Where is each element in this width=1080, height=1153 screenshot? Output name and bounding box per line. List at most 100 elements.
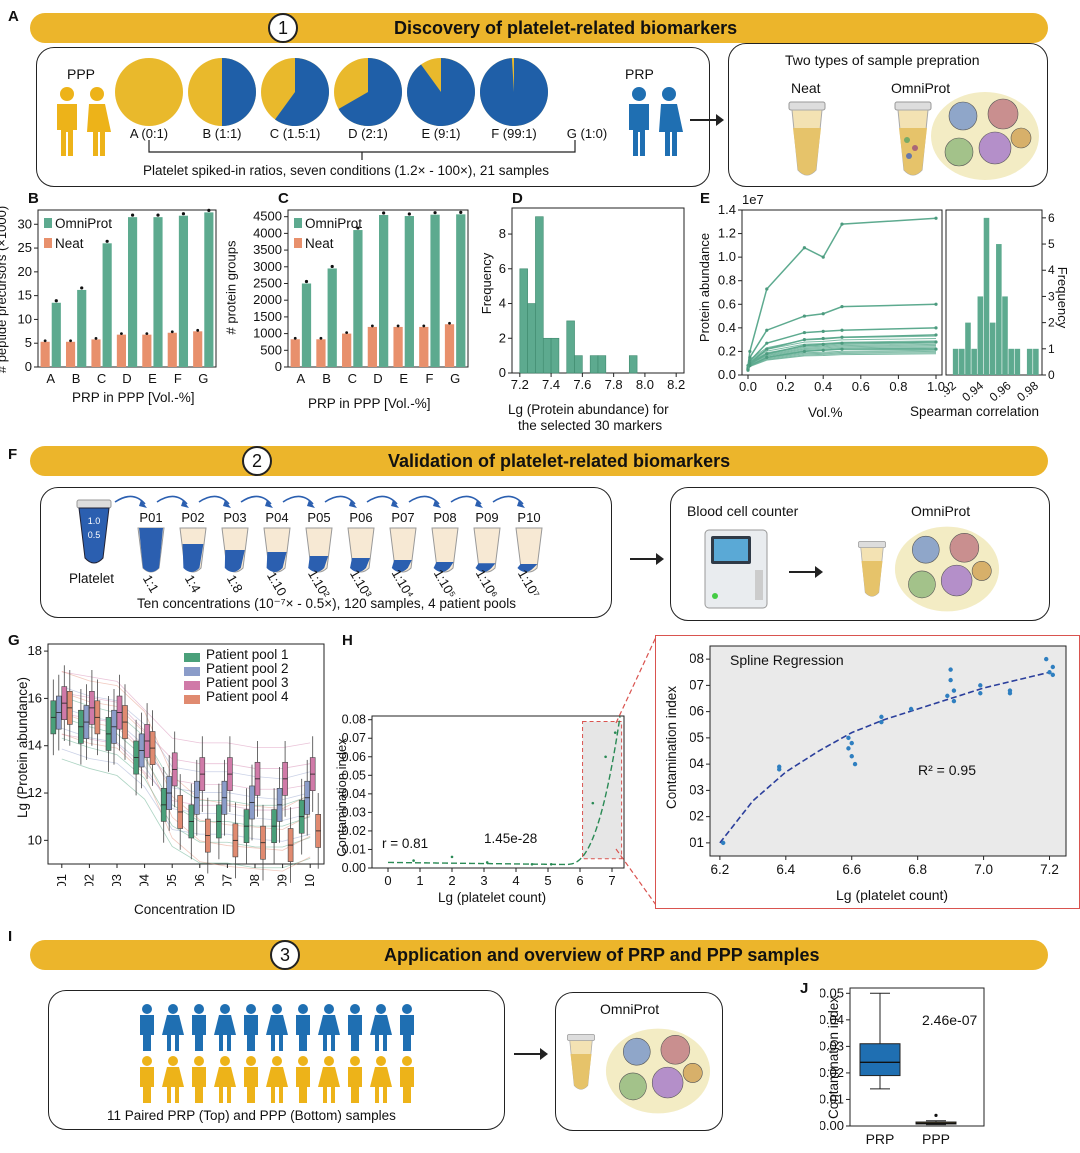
paired-samples-box: 11 Paired PRP (Top) and PPP (Bottom) sam… — [48, 990, 505, 1130]
data-point — [43, 339, 47, 343]
tube-label: P10 — [517, 510, 540, 525]
y-tick-label: 4 — [1048, 263, 1055, 277]
person-head — [142, 1004, 152, 1014]
data-point — [613, 731, 617, 734]
bar-omniprot — [353, 230, 363, 367]
data-point — [356, 226, 360, 230]
person-body — [244, 1067, 258, 1103]
tube-fill — [266, 552, 287, 572]
omniprot-box: OmniProt — [555, 992, 723, 1131]
legend-label: Patient pool 4 — [206, 689, 289, 704]
bar-neat — [193, 331, 203, 367]
arrow-curve-icon — [156, 495, 188, 505]
x-tick-label: 1.0 — [927, 379, 945, 394]
x-tick-label: A — [297, 371, 306, 386]
y-tick-label: 0.8 — [718, 273, 736, 288]
bar-neat — [393, 326, 403, 367]
legend-swatch — [184, 695, 200, 704]
bar-neat — [142, 334, 152, 367]
y-tick-label: 3500 — [253, 242, 282, 257]
series-point — [934, 216, 938, 220]
platelet-label: Platelet — [69, 571, 115, 586]
trend-line — [61, 733, 311, 872]
banner-validation: 2 Validation of platelet-related biomark… — [30, 446, 1048, 476]
chart-contamination-index: 0 1 2 3 4 5 6 7 0.00 0.01 0.02 0.03 0.04 0.05 0.06 0.07… — [342, 713, 625, 888]
zoom-connector — [615, 636, 657, 906]
arrow-head — [223, 500, 231, 508]
person-body — [400, 1067, 414, 1103]
arrow-head — [181, 500, 189, 508]
arrow-curve-icon — [324, 495, 356, 505]
series-point — [821, 336, 825, 341]
legend-label-neat: Neat — [55, 236, 84, 251]
data-point — [54, 299, 58, 303]
data-point — [1047, 670, 1052, 675]
person-body — [140, 1067, 154, 1103]
y-tick-label: 8 — [499, 226, 506, 241]
arrow-curve-icon — [492, 495, 524, 505]
chart-prp-ppp-boxplot: 0.00 0.01 0.02 0.03 0.04 0.05 PRP PPP — [820, 985, 985, 1147]
panel-e-right-ylabel: Frequency — [1055, 266, 1071, 329]
data-point — [879, 714, 884, 720]
person-head — [402, 1056, 412, 1066]
person-body — [370, 1067, 392, 1103]
bar-neat — [419, 326, 429, 367]
data-point — [846, 746, 851, 751]
legend-label: Patient pool 1 — [206, 647, 289, 662]
tube-omniprot-icon — [567, 1034, 595, 1090]
series-point — [840, 328, 844, 332]
pie-row — [115, 58, 548, 126]
ratio-label: 1:10³ — [347, 567, 375, 598]
paired-caption: 11 Paired PRP (Top) and PPP (Bottom) sam… — [107, 1108, 396, 1123]
legend-swatch-neat — [44, 238, 52, 248]
legend-label: Patient pool 3 — [206, 675, 289, 690]
y-tick-label: 1.0 — [718, 249, 736, 264]
y-tick-label: 0.01 — [342, 842, 366, 856]
data-point — [485, 861, 489, 864]
arrow-curve-icon — [240, 495, 272, 505]
tube-fill — [224, 550, 245, 572]
chart-spline-regression: 6.2 6.4 6.6 6.8 7.0 7.2 0.01 0.02 0.03 0.04 0.05 0.… — [690, 645, 1067, 877]
blood-counter-icon — [704, 529, 768, 609]
person-head — [376, 1056, 386, 1066]
nanoparticles-icon — [605, 1028, 711, 1114]
x-tick-label: 0.94 — [959, 378, 986, 404]
y-tick-label: 3 — [1048, 289, 1055, 303]
series-point — [802, 349, 806, 354]
banner-title: Application and overview of PRP and PPP … — [384, 945, 820, 965]
x-tick-label: C — [348, 371, 357, 386]
panel-c-ylabel: # protein groups — [223, 240, 239, 335]
x-tick-label: 8.2 — [667, 377, 685, 392]
x-tick-label: 5 — [544, 873, 551, 888]
ratio-label: 1:10⁷ — [515, 567, 543, 598]
x-tick-label: P05 — [164, 874, 179, 886]
axes-frame — [741, 209, 943, 376]
data-point — [293, 336, 297, 340]
pie-slice-prp — [407, 58, 475, 126]
dilution-tubes: 1.0 0.5 P01 1:1 P02 1:4 P03 1:8 P04 1:10 P05 1:10² P… — [76, 495, 543, 598]
banner-title: Discovery of platelet-related biomarkers — [394, 18, 738, 38]
y-tick-label: 10 — [18, 311, 32, 326]
people-prp-row — [140, 1004, 414, 1051]
trend-line — [61, 712, 311, 851]
x-tick-label: F — [174, 371, 182, 386]
data-point — [370, 324, 374, 328]
tube-omniprot-icon — [858, 541, 886, 597]
tube-label: P09 — [475, 510, 498, 525]
trend-line — [61, 686, 311, 780]
data-point — [412, 859, 415, 862]
x-tick-label: 6.2 — [710, 862, 729, 877]
y-tick-label: 0.02 — [690, 809, 704, 824]
chart-abundance-lines: 0.0 0.2 0.4 0.6 0.8 1.0 0.0 0.2 0.4 0.6 0.8 1.0 1.2 1… — [718, 202, 945, 394]
y-tick-label: 0.06 — [342, 750, 366, 764]
tube-fill — [391, 560, 412, 572]
tube-fill — [139, 528, 163, 572]
arrow-curve-icon — [408, 495, 440, 505]
person-head — [298, 1056, 308, 1066]
tube-fill — [517, 564, 538, 572]
person-body — [400, 1015, 414, 1051]
legend-label: Patient pool 2 — [206, 661, 289, 676]
person-female-icon — [318, 1056, 340, 1103]
person-head — [324, 1004, 334, 1014]
x-tick-label: P09 — [275, 874, 290, 886]
